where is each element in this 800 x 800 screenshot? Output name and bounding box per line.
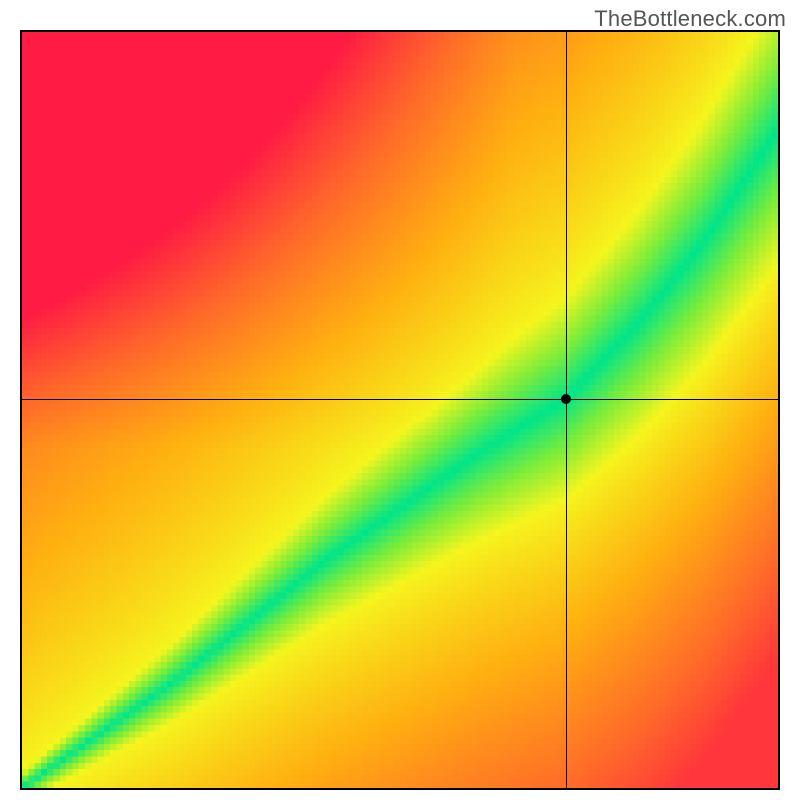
watermark-label: TheBottleneck.com [594,6,786,32]
heatmap-plot [20,30,780,790]
crosshair-horizontal [22,399,778,400]
chart-container: TheBottleneck.com [0,0,800,800]
heatmap-canvas [22,32,778,788]
crosshair-marker [561,394,571,404]
crosshair-vertical [566,32,567,788]
